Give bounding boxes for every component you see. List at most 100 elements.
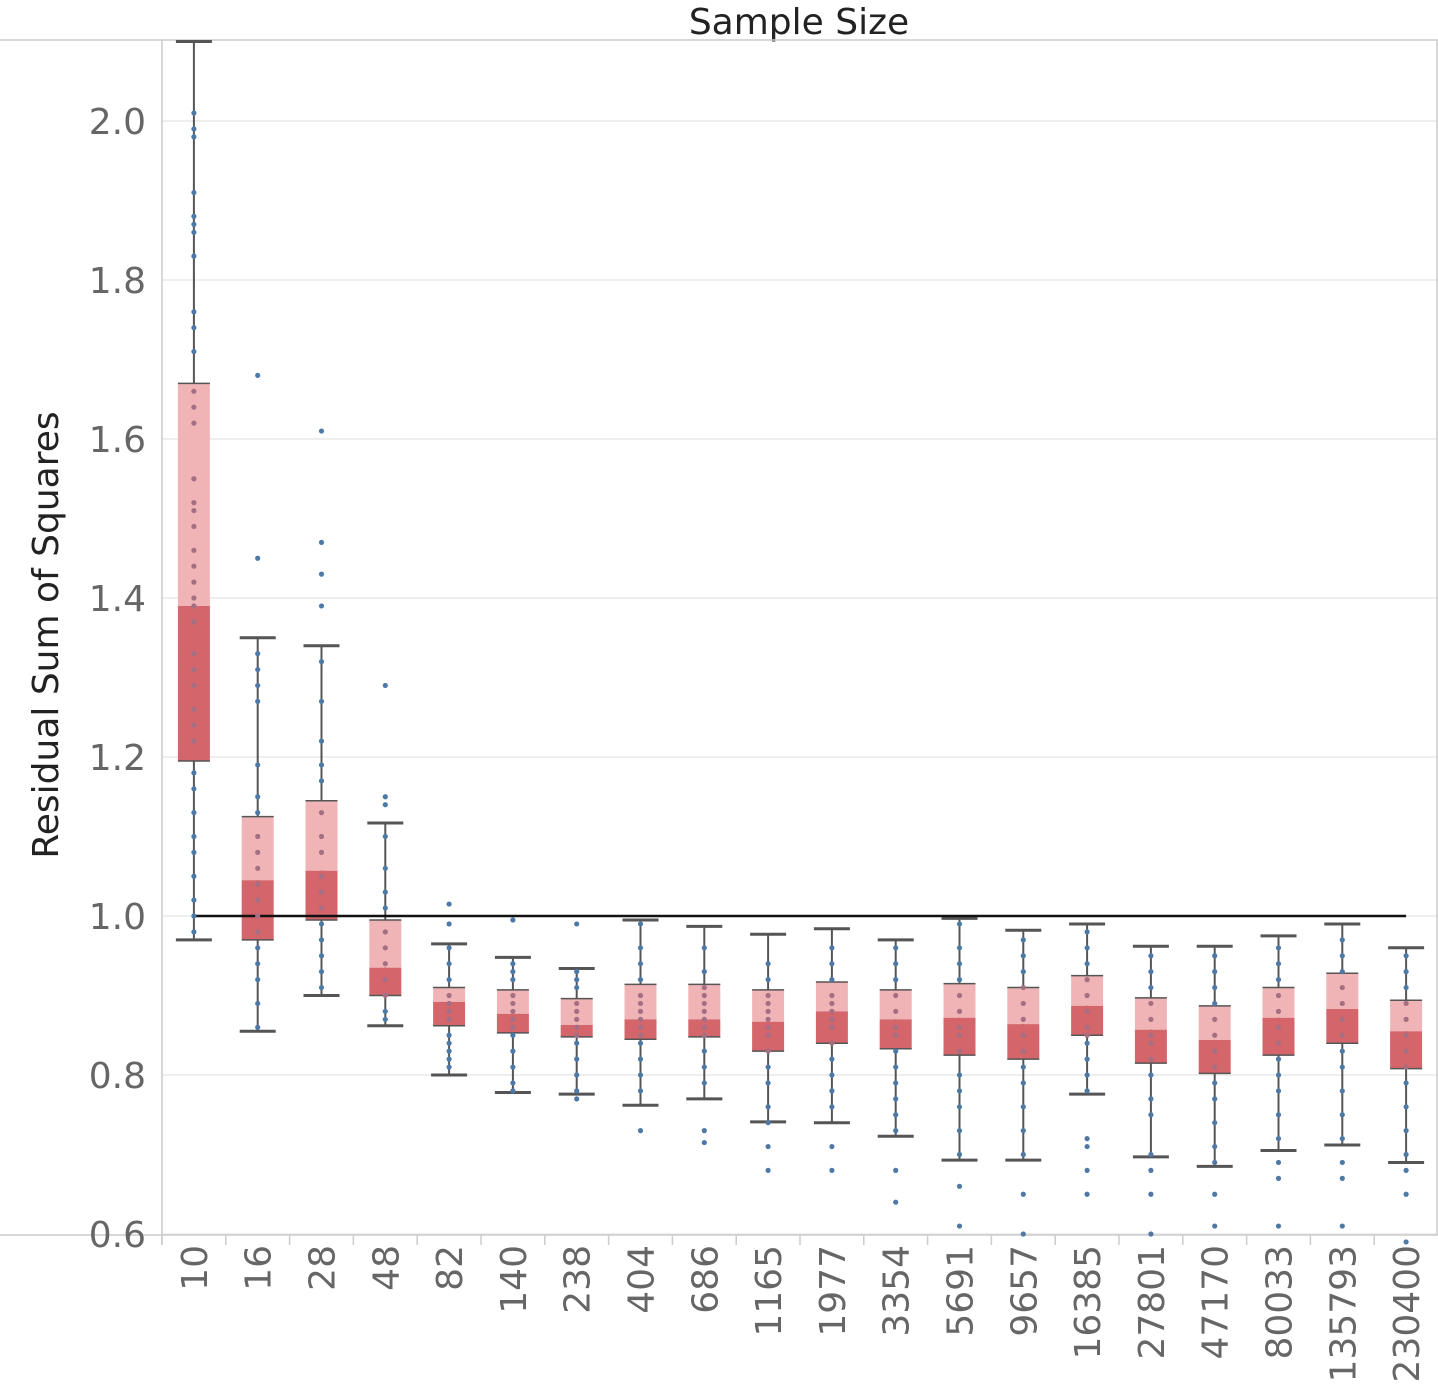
data-point: [1339, 1136, 1345, 1142]
data-point: [829, 1024, 835, 1030]
data-point: [574, 1008, 580, 1015]
box-lower: [1007, 1024, 1040, 1060]
data-point: [893, 1008, 899, 1015]
data-point: [191, 873, 197, 879]
y-tick-label: 1.4: [89, 579, 146, 620]
data-point: [574, 1088, 580, 1094]
data-point: [1339, 1223, 1345, 1229]
data-point: [1020, 1064, 1026, 1070]
data-point: [1212, 1064, 1218, 1070]
data-point: [1020, 1032, 1026, 1038]
box-upper: [177, 383, 210, 606]
data-point: [829, 1088, 835, 1094]
data-point: [1084, 977, 1090, 983]
data-point: [637, 977, 644, 983]
data-point: [893, 1167, 899, 1173]
data-point: [191, 110, 197, 116]
data-point: [893, 1064, 899, 1070]
data-point: [1084, 1040, 1090, 1046]
data-point: [510, 1088, 516, 1094]
data-point: [765, 1016, 771, 1022]
data-point: [446, 1032, 452, 1038]
x-tick-label: 47170: [1196, 1245, 1237, 1360]
data-point: [1275, 1223, 1282, 1229]
data-point: [510, 917, 516, 923]
data-point: [191, 126, 197, 132]
data-point: [1212, 1080, 1218, 1086]
y-tick-label: 1.8: [89, 261, 146, 302]
data-point: [1020, 1231, 1026, 1237]
data-point: [446, 1048, 452, 1054]
x-tick-label: 16385: [1068, 1245, 1109, 1360]
data-point: [574, 1024, 580, 1030]
data-point: [191, 897, 197, 903]
data-point: [1084, 1143, 1090, 1150]
y-tick-label: 0.8: [89, 1056, 146, 1097]
data-point: [829, 1008, 835, 1015]
data-point: [318, 984, 325, 991]
data-point: [574, 1096, 580, 1102]
data-point: [574, 1032, 580, 1038]
data-point: [1148, 1000, 1154, 1007]
x-tick-label: 9657: [1004, 1245, 1045, 1337]
data-point: [510, 1048, 516, 1054]
data-point: [1275, 1024, 1282, 1030]
data-point: [1212, 1159, 1218, 1166]
data-point: [765, 1143, 771, 1150]
data-point: [956, 1032, 963, 1038]
data-point: [637, 1056, 644, 1062]
data-point: [255, 961, 261, 967]
data-point: [1275, 1112, 1282, 1118]
data-point: [191, 253, 197, 259]
data-point: [1084, 1056, 1090, 1062]
data-point: [382, 1008, 388, 1015]
box-9657: [1005, 928, 1042, 1162]
data-point: [1212, 1223, 1218, 1229]
data-point: [1084, 945, 1090, 951]
data-point: [1148, 1112, 1154, 1118]
data-point: [1084, 1032, 1090, 1038]
data-point: [637, 1008, 644, 1015]
data-point: [318, 603, 325, 609]
data-point: [1084, 1167, 1090, 1173]
data-point: [956, 977, 963, 983]
data-point: [510, 961, 516, 967]
data-point: [1084, 1191, 1090, 1197]
data-point: [574, 1072, 580, 1078]
data-point: [255, 897, 261, 903]
box-47170: [1196, 944, 1233, 1168]
data-point: [1339, 1016, 1345, 1022]
data-point: [893, 977, 899, 983]
box-3354: [877, 938, 914, 1138]
data-point: [637, 992, 644, 999]
data-point: [829, 1104, 835, 1110]
data-point: [829, 945, 835, 951]
data-point: [1275, 1159, 1282, 1166]
data-point: [191, 833, 197, 840]
data-point: [510, 1000, 516, 1007]
data-point: [191, 666, 197, 673]
data-point: [255, 945, 261, 951]
data-point: [829, 1056, 835, 1062]
data-point: [1020, 937, 1026, 943]
data-point: [1403, 1016, 1409, 1022]
data-point: [446, 1016, 452, 1022]
data-point: [1212, 1000, 1218, 1007]
data-point: [765, 1024, 771, 1030]
data-point: [1020, 1048, 1026, 1054]
data-point: [1148, 1040, 1154, 1046]
data-point: [446, 961, 452, 967]
data-point: [956, 1088, 963, 1094]
data-point: [191, 221, 197, 227]
data-point: [956, 1008, 963, 1015]
data-point: [255, 849, 261, 856]
data-point: [701, 1016, 707, 1022]
data-point: [1403, 1239, 1409, 1245]
data-point: [1403, 1191, 1409, 1197]
data-point: [318, 953, 325, 959]
data-point: [1020, 1128, 1026, 1134]
box-10: [175, 40, 212, 942]
data-point: [191, 213, 197, 219]
data-point: [191, 309, 197, 315]
box-lower: [560, 1024, 593, 1037]
